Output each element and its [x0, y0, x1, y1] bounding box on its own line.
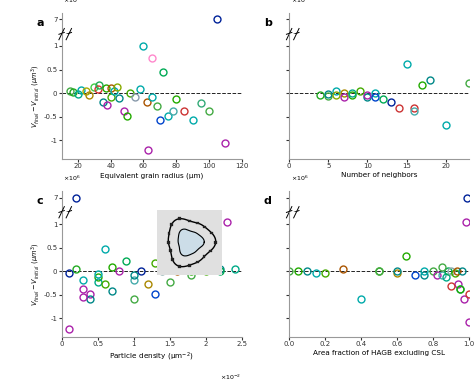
Text: $\times 10^{-2}$: $\times 10^{-2}$ — [220, 372, 242, 379]
Text: d: d — [264, 196, 272, 206]
Text: c: c — [36, 196, 43, 206]
X-axis label: Equivalent grain radius (μm): Equivalent grain radius (μm) — [100, 172, 203, 179]
X-axis label: Area fraction of HAGB excluding CSL: Area fraction of HAGB excluding CSL — [313, 350, 445, 356]
Text: $\times 10^6$: $\times 10^6$ — [64, 174, 81, 183]
Text: a: a — [36, 18, 44, 28]
Text: $\times 10^6$: $\times 10^6$ — [291, 174, 309, 183]
Text: b: b — [264, 18, 272, 28]
Text: $\times 10^6$: $\times 10^6$ — [64, 0, 81, 5]
Y-axis label: $V_{final} - V_{initial}$ ($\mu m^3$): $V_{final} - V_{initial}$ ($\mu m^3$) — [30, 65, 43, 128]
X-axis label: Particle density (μm$^{-2}$): Particle density (μm$^{-2}$) — [109, 350, 194, 363]
X-axis label: Number of neighbors: Number of neighbors — [341, 172, 418, 178]
Y-axis label: $V_{final} - V_{initial}$ ($\mu m^3$): $V_{final} - V_{initial}$ ($\mu m^3$) — [30, 243, 43, 306]
Text: $\times 10^6$: $\times 10^6$ — [291, 0, 309, 5]
